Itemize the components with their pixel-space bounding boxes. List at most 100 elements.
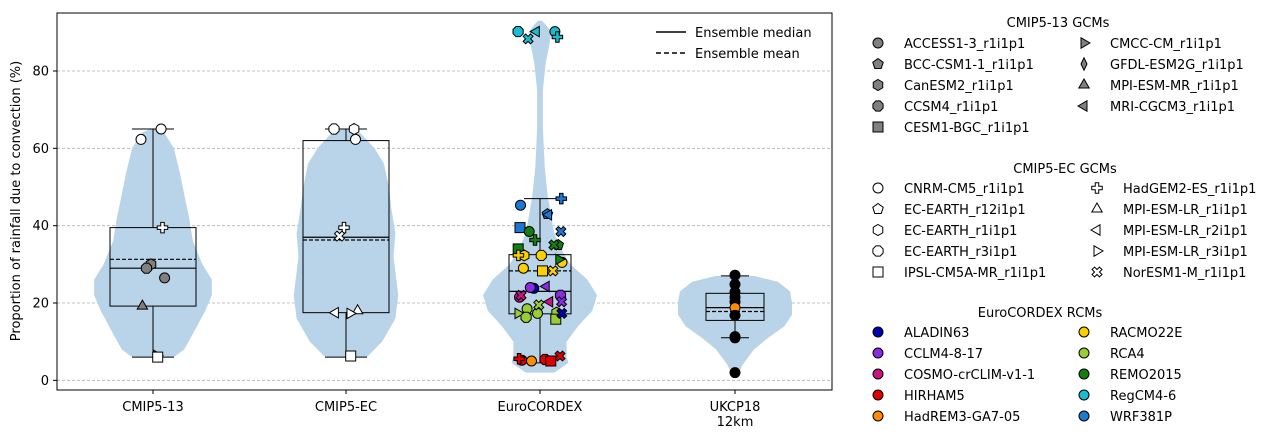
legend-cmip5-ec-gcms-cnrm-cm5-r1i1p1-marker-shape	[872, 182, 884, 194]
point-eurocordex-remo2015-13	[529, 234, 541, 246]
point-ukcp18-12km-ukcp18-10-shape	[729, 367, 741, 379]
point-eurocordex-cosmo-crclim-v1-1-29-shape	[542, 295, 554, 308]
point-eurocordex-rca4-36-shape	[514, 307, 525, 320]
legend-cmip5-13-gcms-mpi-esm-mr-r1i1p1-marker-shape	[1077, 78, 1091, 89]
legend-eurocordex-rcms-wrf381p-label: WRF381P	[1110, 410, 1172, 425]
point-eurocordex-rca4-37	[550, 313, 562, 325]
legend-cmip5-13-gcms-mri-cgcm3-r1i1p1-marker	[1077, 99, 1088, 113]
y-tick-label-0: 0	[41, 374, 49, 389]
point-eurocordex-remo2015-12	[523, 226, 535, 237]
x-tick-label-cmip5-13: CMIP5-13	[122, 400, 183, 415]
violin-cmip5-13	[94, 129, 212, 358]
point-eurocordex-regcm4-6-3	[551, 31, 564, 43]
point-cmip5-ec-hadgem2-es-r1i1p1-4-shape	[338, 221, 350, 234]
point-eurocordex-rca4-38-shape	[533, 299, 545, 311]
point-cmip5-13-ccsm4-r1i1p1-5-shape	[140, 262, 153, 274]
point-eurocordex-wrf381p-7	[515, 199, 526, 211]
model-points	[135, 25, 741, 379]
legend-title-cmip5-13: CMIP5-13 GCMs	[1007, 16, 1110, 31]
point-cmip5-13-cnrm-cm5-r1i1p1-2-shape	[135, 133, 147, 145]
legend-cmip5-13-gcms-mpi-esm-mr-r1i1p1-marker	[1077, 78, 1091, 89]
point-eurocordex-cosmo-crclim-v1-1-31	[515, 289, 527, 301]
legend-cmip5-ec-gcms-cnrm-cm5-r1i1p1-label: CNRM-CM5_r1i1p1	[904, 182, 1025, 197]
point-cmip5-ec-ipsl-cm5a-mr-r1i1p1-9	[345, 350, 357, 362]
point-cmip5-ec-noresm1-m-r1i1p1-5-shape	[333, 230, 346, 242]
box-plots	[109, 128, 765, 364]
point-eurocordex-hirham5-44-shape	[513, 352, 525, 365]
point-eurocordex-regcm4-6-5-shape	[522, 33, 534, 45]
point-eurocordex-cclm4-8-17-32-shape	[555, 296, 568, 308]
legend-cmip5-13-gcms-canesm2-r1i1p1-marker	[872, 78, 884, 92]
point-eurocordex-rca4-37-shape	[550, 313, 562, 325]
legend-cmip5-13-gcms-cmcc-cm-r1i1p1-marker-shape	[1080, 36, 1091, 50]
legend-cmip5-ec-gcms-mpi-esm-lr-r1i1p1-label: MPI-ESM-LR_r1i1p1	[1123, 203, 1248, 218]
point-eurocordex-wrf381p-9	[541, 208, 553, 221]
legend-eurocordex-rcms-aladin63-marker	[872, 326, 884, 338]
point-eurocordex-cclm4-8-17-26	[524, 282, 536, 293]
point-cmip5-ec-noresm1-m-r1i1p1-5	[333, 230, 346, 242]
x-tick-label-cmip5-ec: CMIP5-EC	[315, 400, 377, 415]
legend-cmip5-ec-gcms-ec-earth-r12i1p1-label: EC-EARTH_r12i1p1	[904, 203, 1026, 218]
point-eurocordex-hirham5-45-shape	[554, 350, 566, 362]
point-ukcp18-12km-ukcp18-9	[729, 332, 741, 344]
model-legend: CMIP5-13 GCMs CMIP5-EC GCMs EuroCORDEX R…	[872, 16, 1256, 425]
legend-eurocordex-rcms-racmo22e-marker	[1078, 326, 1090, 338]
legend-cmip5-ec-gcms-mpi-esm-lr-r1i1p1-marker	[1090, 202, 1104, 213]
legend-title-cmip5-ec: CMIP5-EC GCMs	[1013, 162, 1117, 177]
legend-cmip5-ec-gcms-mpi-esm-lr-r3i1p1-marker-shape	[1093, 244, 1104, 258]
legend-eurocordex-rcms-cosmo-crclim-v1-1-marker	[872, 368, 884, 380]
legend-cmip5-13-gcms-bcc-csm1-1-r1i1p1-marker-shape	[872, 57, 884, 69]
legend-cmip5-ec-gcms-mpi-esm-lr-r2i1p1-marker	[1090, 223, 1101, 237]
legend-cmip5-ec-gcms-noresm1-m-r1i1p1-label: NorESM1-M_r1i1p1	[1123, 266, 1246, 281]
legend-eurocordex-rcms-rca4-marker-shape	[1078, 347, 1090, 359]
legend-eurocordex-rcms-regcm4-6-marker	[1078, 389, 1090, 401]
point-eurocordex-hirham5-43	[545, 355, 557, 367]
violin-eurocordex	[483, 20, 597, 373]
y-tick-label-80: 80	[32, 65, 49, 80]
point-cmip5-ec-mpi-esm-lr-r3i1p1-8	[346, 307, 357, 320]
point-cmip5-13-hadgem2-es-r1i1p1-3-shape	[156, 221, 169, 234]
point-cmip5-13-mpi-esm-mr-r1i1p1-7-shape	[136, 299, 149, 310]
legend-eurocordex-rcms-cclm4-8-17-marker	[872, 347, 884, 359]
line-style-legend: Ensemble median Ensemble mean	[656, 26, 812, 62]
point-eurocordex-wrf381p-10	[514, 222, 526, 234]
point-cmip5-ec-ec-earth-r3i1p1-2-shape	[328, 123, 340, 135]
legend-eurocordex-rcms-racmo22e-marker-shape	[1078, 326, 1090, 338]
legend-cmip5-13-gcms-ccsm4-r1i1p1-marker-shape	[872, 100, 884, 112]
point-cmip5-13-ec-earth-r3i1p1-1-shape	[155, 123, 167, 135]
legend-cmip5-ec-gcms-mpi-esm-lr-r2i1p1-label: MPI-ESM-LR_r2i1p1	[1123, 224, 1248, 239]
legend-eurocordex-rcms-hadrem3-ga7-05-label: HadREM3-GA7-05	[904, 410, 1020, 425]
point-eurocordex-remo2015-12-shape	[523, 226, 535, 237]
legend-cmip5-ec-gcms-mpi-esm-lr-r3i1p1-marker	[1093, 244, 1104, 258]
axes: 0 20 40 60 80 CMIP5-13 CMIP5-EC EuroCORDEX UKCP1…	[32, 65, 760, 431]
legend-cmip5-13-gcms-ccsm4-r1i1p1-label: CCSM4_r1i1p1	[904, 100, 998, 115]
point-cmip5-ec-hadgem2-es-r1i1p1-4	[338, 221, 350, 234]
legend-cmip5-13-gcms-mri-cgcm3-r1i1p1-marker-shape	[1077, 99, 1088, 113]
point-eurocordex-cosmo-crclim-v1-1-31-shape	[515, 289, 527, 301]
ensemble-mean-legend-label: Ensemble mean	[695, 47, 800, 62]
point-cmip5-13-ipsl-cm5a-mr-r1i1p1-9-shape	[152, 351, 164, 363]
point-eurocordex-racmo22e-23-shape	[512, 249, 525, 262]
legend-eurocordex-rcms-aladin63-label: ALADIN63	[904, 326, 969, 341]
point-cmip5-ec-cnrm-cm5-r1i1p1-3	[350, 133, 361, 145]
y-tick-label-20: 20	[32, 297, 49, 312]
point-eurocordex-racmo22e-21-shape	[537, 265, 548, 277]
legend-eurocordex-rcms-rca4-label: RCA4	[1110, 347, 1145, 362]
point-eurocordex-rca4-36	[514, 307, 525, 320]
box-cmip5-13	[109, 227, 197, 307]
point-eurocordex-hirham5-44	[513, 352, 525, 365]
point-ukcp18-12km-ukcp18-7-shape	[729, 309, 741, 321]
legend-cmip5-13-gcms-canesm2-r1i1p1-marker-shape	[872, 78, 884, 92]
legend-cmip5-ec-gcms-ipsl-cm5a-mr-r1i1p1-marker	[872, 266, 884, 278]
point-eurocordex-wrf381p-10-shape	[514, 222, 526, 234]
legend-eurocordex-rcms-hirham5-label: HIRHAM5	[904, 389, 965, 404]
legend-cmip5-13-gcms-gfdl-esm2g-r1i1p1-label: GFDL-ESM2G_r1i1p1	[1110, 58, 1244, 73]
legend-cmip5-13-gcms-gfdl-esm2g-r1i1p1-marker	[1080, 56, 1088, 72]
plot-frame	[56, 12, 833, 391]
legend-cmip5-ec-gcms-ipsl-cm5a-mr-r1i1p1-label: IPSL-CM5A-MR_r1i1p1	[904, 266, 1046, 281]
legend-cmip5-13-gcms-access1-3-r1i1p1-marker-shape	[872, 37, 884, 49]
legend-cmip5-ec-gcms-mpi-esm-lr-r1i1p1-marker-shape	[1090, 202, 1104, 213]
point-eurocordex-regcm4-6-4-shape	[529, 25, 540, 38]
point-eurocordex-regcm4-6-5	[522, 33, 534, 45]
legend-cmip5-ec-gcms-hadgem2-es-r1i1p1-label: HadGEM2-ES_r1i1p1	[1123, 182, 1256, 197]
